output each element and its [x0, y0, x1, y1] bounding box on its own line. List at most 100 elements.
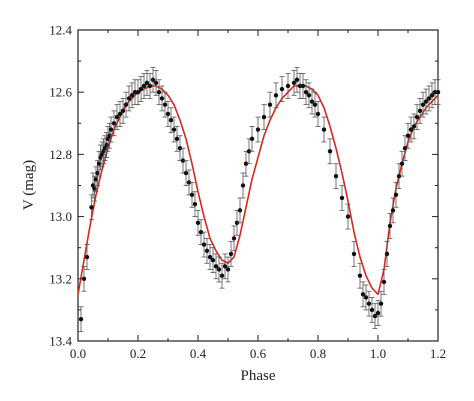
data-point [144, 80, 150, 86]
data-point [372, 313, 378, 319]
data-point [228, 251, 234, 257]
x-tick-label: 0.8 [310, 346, 326, 361]
x-axis-title: Phase [241, 368, 276, 384]
data-point [249, 136, 255, 142]
data-point [303, 90, 309, 95]
data-point [306, 93, 312, 98]
data-point [312, 102, 318, 107]
data-point [417, 108, 423, 114]
y-tick-label: 12.8 [49, 147, 72, 162]
data-point [402, 145, 408, 151]
data-point [360, 292, 366, 297]
data-point [204, 248, 210, 254]
x-tick-label: 1.0 [370, 346, 386, 361]
data-point [123, 102, 129, 107]
data-point [255, 127, 261, 132]
data-point [198, 229, 204, 235]
data-point [309, 99, 315, 104]
data-point [177, 145, 183, 151]
data-point [108, 127, 114, 132]
data-point [399, 161, 405, 166]
data-point [195, 220, 201, 226]
y-axis-title: V (mag) [21, 160, 37, 210]
data-point [237, 208, 243, 213]
y-tick-labels: 12.4 12.6 12.8 13.0 13.2 13.4 [49, 23, 72, 349]
data-point [234, 220, 240, 226]
data-point [405, 133, 411, 138]
data-point [150, 77, 156, 82]
data-point [414, 114, 420, 120]
x-tick-label: 1.2 [430, 346, 446, 361]
data-point [408, 127, 414, 132]
data-point [261, 114, 267, 120]
data-point [393, 192, 399, 198]
data-point [213, 264, 219, 269]
data-point [147, 83, 153, 89]
data-point [192, 201, 198, 207]
data-point [162, 102, 168, 107]
data-point [129, 93, 135, 98]
data-point [423, 99, 429, 104]
data-point [156, 90, 162, 95]
data-point [180, 158, 186, 163]
data-point [153, 80, 159, 86]
data-point [378, 301, 384, 306]
data-point [78, 317, 84, 322]
data-point [141, 83, 147, 89]
data-point [315, 111, 321, 117]
data-point [426, 96, 432, 101]
data-point [165, 111, 171, 117]
data-point [210, 257, 216, 263]
data-point [273, 93, 279, 98]
data-point [300, 83, 306, 89]
data-point [363, 295, 369, 300]
data-point [339, 195, 345, 201]
y-tick-label: 12.4 [49, 23, 72, 38]
data-point [279, 86, 285, 92]
data-point [246, 149, 252, 154]
data-point [285, 83, 291, 89]
data-point [111, 121, 117, 126]
data-point [117, 111, 123, 117]
data-point [411, 124, 417, 129]
data-point [225, 267, 231, 272]
data-point [189, 192, 195, 198]
data-point [351, 251, 357, 257]
data-point [219, 273, 225, 278]
data-point [84, 254, 90, 260]
y-tick-label: 12.6 [49, 85, 72, 100]
data-point [222, 264, 228, 269]
data-point [387, 223, 393, 229]
data-point [366, 301, 372, 306]
x-tick-label: 0.4 [190, 346, 207, 361]
y-tick-label: 13.2 [49, 271, 72, 286]
data-point [375, 310, 381, 316]
data-point [126, 96, 132, 101]
data-point [384, 251, 390, 257]
data-point [171, 127, 177, 132]
data-point [135, 90, 141, 95]
y-tick-label: 13.0 [49, 209, 72, 224]
data-point [243, 161, 249, 166]
data-point [168, 117, 174, 123]
data-point [294, 77, 300, 82]
data-point [381, 279, 387, 285]
data-point [216, 267, 222, 272]
data-point [89, 205, 94, 210]
data-point [186, 180, 192, 185]
x-tick-labels: 0.0 0.2 0.4 0.6 0.8 1.0 1.2 [70, 346, 446, 361]
data-point [207, 254, 213, 260]
data-point [183, 170, 189, 176]
data-point [159, 96, 165, 101]
data-point [429, 93, 435, 98]
data-point [321, 127, 327, 132]
data-point [396, 173, 402, 179]
data-point [231, 236, 237, 241]
data-point [291, 80, 297, 86]
data-point [267, 102, 273, 107]
data-point [174, 136, 180, 142]
data-point [240, 183, 246, 188]
x-tick-label: 0.2 [130, 346, 146, 361]
data-point [327, 149, 333, 154]
